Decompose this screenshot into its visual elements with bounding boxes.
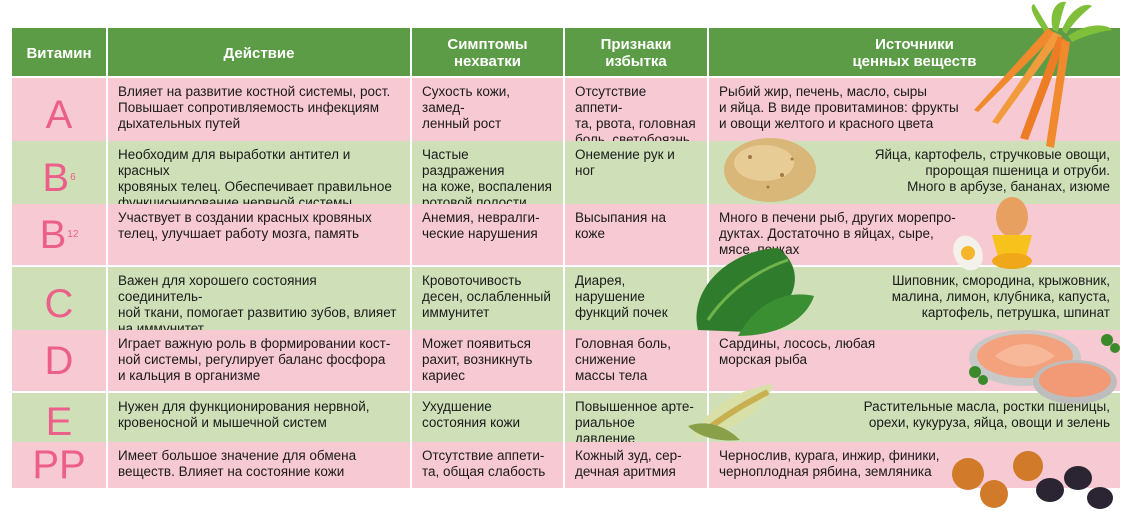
header-deficiency: Симптомы нехватки	[412, 28, 563, 76]
sources-cell: Много в печени рыб, других морепро- дукт…	[709, 204, 1120, 265]
table-row-a: A Влияет на развитие костной системы, ро…	[12, 78, 1120, 152]
vitamin-letter: E	[12, 393, 106, 451]
header-action: Действие	[108, 28, 410, 76]
table-row-e: E Нужен для функционирования нервной, кр…	[12, 393, 1120, 451]
vitamin-letter: D	[12, 330, 106, 391]
header-sources: Источники ценных веществ	[709, 28, 1120, 76]
action-cell: Важен для хорошего состояния соединитель…	[108, 267, 410, 341]
header-excess: Признаки избытка	[565, 28, 707, 76]
action-cell: Участвует в создании красных кровяных те…	[108, 204, 410, 265]
vitamin-letter: PP	[12, 442, 106, 488]
excess-cell: Онемение рук и ног	[565, 141, 707, 215]
action-cell: Необходим для выработки антител и красны…	[108, 141, 410, 215]
sources-cell: Чернослив, курага, инжир, финики, черноп…	[709, 442, 1120, 488]
action-cell: Играет важную роль в формировании кост- …	[108, 330, 410, 391]
action-cell: Нужен для функционирования нервной, кров…	[108, 393, 410, 451]
excess-cell: Высыпания на коже	[565, 204, 707, 265]
vitamin-letter: C	[12, 267, 106, 341]
excess-cell: Кожный зуд, сер- дечная аритмия	[565, 442, 707, 488]
vitamin-letter: B 12	[12, 204, 106, 265]
deficiency-cell: Ухудшение состояния кожи	[412, 393, 563, 451]
vitamin-table: Витамин Действие Симптомы нехватки Призн…	[12, 28, 1120, 490]
excess-cell: Головная боль, снижение массы тела	[565, 330, 707, 391]
vitamin-name: B	[42, 156, 70, 200]
table-row-pp: PP Имеет большое значение для обмена вещ…	[12, 442, 1120, 488]
action-cell: Влияет на развитие костной системы, рост…	[108, 78, 410, 152]
deficiency-cell: Может появиться рахит, возникнуть кариес	[412, 330, 563, 391]
vitamin-letter: A	[12, 78, 106, 152]
vitamin-name: D	[44, 338, 74, 383]
vitamin-name: B	[39, 212, 67, 257]
deficiency-cell: Анемия, невралги- ческие нарушения	[412, 204, 563, 265]
vitamin-name: PP	[32, 443, 86, 487]
table-header: Витамин Действие Симптомы нехватки Призн…	[12, 28, 1120, 76]
vitamin-name: E	[45, 400, 73, 444]
excess-cell: Отсутствие аппети- та, рвота, головная б…	[565, 78, 707, 152]
vitamin-subscript: 6	[70, 172, 76, 183]
deficiency-cell: Сухость кожи, замед- ленный рост	[412, 78, 563, 152]
header-vitamin: Витамин	[12, 28, 106, 76]
table-row-c: C Важен для хорошего состояния соедините…	[12, 267, 1120, 341]
excess-cell: Повышенное арте- риальное давление	[565, 393, 707, 451]
sources-cell: Сардины, лосось, любая морская рыба	[709, 330, 1120, 391]
deficiency-cell: Отсутствие аппети- та, общая слабость	[412, 442, 563, 488]
deficiency-cell: Кровоточивость десен, ослабленный иммуни…	[412, 267, 563, 341]
action-cell: Имеет большое значение для обмена вещест…	[108, 442, 410, 488]
excess-cell: Диарея, нарушение функций почек	[565, 267, 707, 341]
vitamin-name: C	[44, 282, 74, 326]
vitamin-name: A	[45, 93, 73, 137]
table-row-d: D Играет важную роль в формировании кост…	[12, 330, 1120, 391]
vitamin-subscript: 12	[67, 228, 79, 240]
table-row-b12: B 12 Участвует в создании красных кровяны…	[12, 204, 1120, 265]
